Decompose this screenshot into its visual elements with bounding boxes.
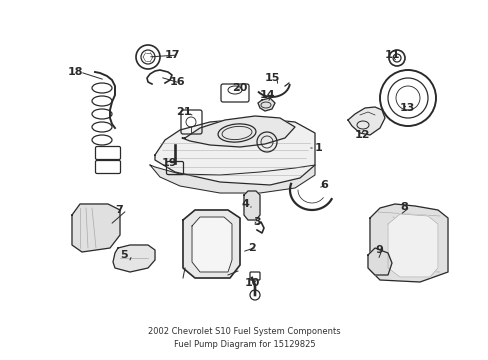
Polygon shape [113, 245, 155, 272]
Text: 2: 2 [247, 243, 255, 253]
Text: 10: 10 [244, 278, 260, 288]
Polygon shape [387, 214, 437, 277]
Text: 3: 3 [252, 217, 260, 227]
Polygon shape [244, 191, 260, 220]
Text: 17: 17 [164, 50, 180, 60]
Polygon shape [182, 116, 294, 147]
Polygon shape [347, 107, 384, 135]
Text: 4: 4 [241, 199, 248, 209]
Text: 9: 9 [374, 245, 382, 255]
Text: 11: 11 [384, 50, 400, 60]
Text: 5: 5 [120, 250, 127, 260]
Text: 6: 6 [319, 180, 327, 190]
Text: 12: 12 [354, 130, 370, 140]
Text: 21: 21 [176, 107, 191, 117]
Text: 14: 14 [260, 90, 275, 100]
Polygon shape [155, 118, 314, 185]
Polygon shape [183, 210, 240, 278]
Text: 8: 8 [399, 202, 407, 212]
Polygon shape [150, 165, 314, 193]
Polygon shape [369, 204, 447, 282]
Text: 16: 16 [170, 77, 185, 87]
Polygon shape [72, 204, 120, 252]
Text: 18: 18 [68, 67, 83, 77]
Text: 15: 15 [264, 73, 280, 83]
Text: 19: 19 [162, 158, 177, 168]
Text: 7: 7 [115, 205, 122, 215]
Polygon shape [192, 217, 231, 272]
Text: 1: 1 [314, 143, 322, 153]
Text: 2002 Chevrolet S10 Fuel System Components
Fuel Pump Diagram for 15129825: 2002 Chevrolet S10 Fuel System Component… [148, 327, 340, 349]
Polygon shape [367, 248, 391, 275]
Text: 20: 20 [231, 83, 247, 93]
Text: 13: 13 [399, 103, 414, 113]
Polygon shape [258, 98, 274, 111]
